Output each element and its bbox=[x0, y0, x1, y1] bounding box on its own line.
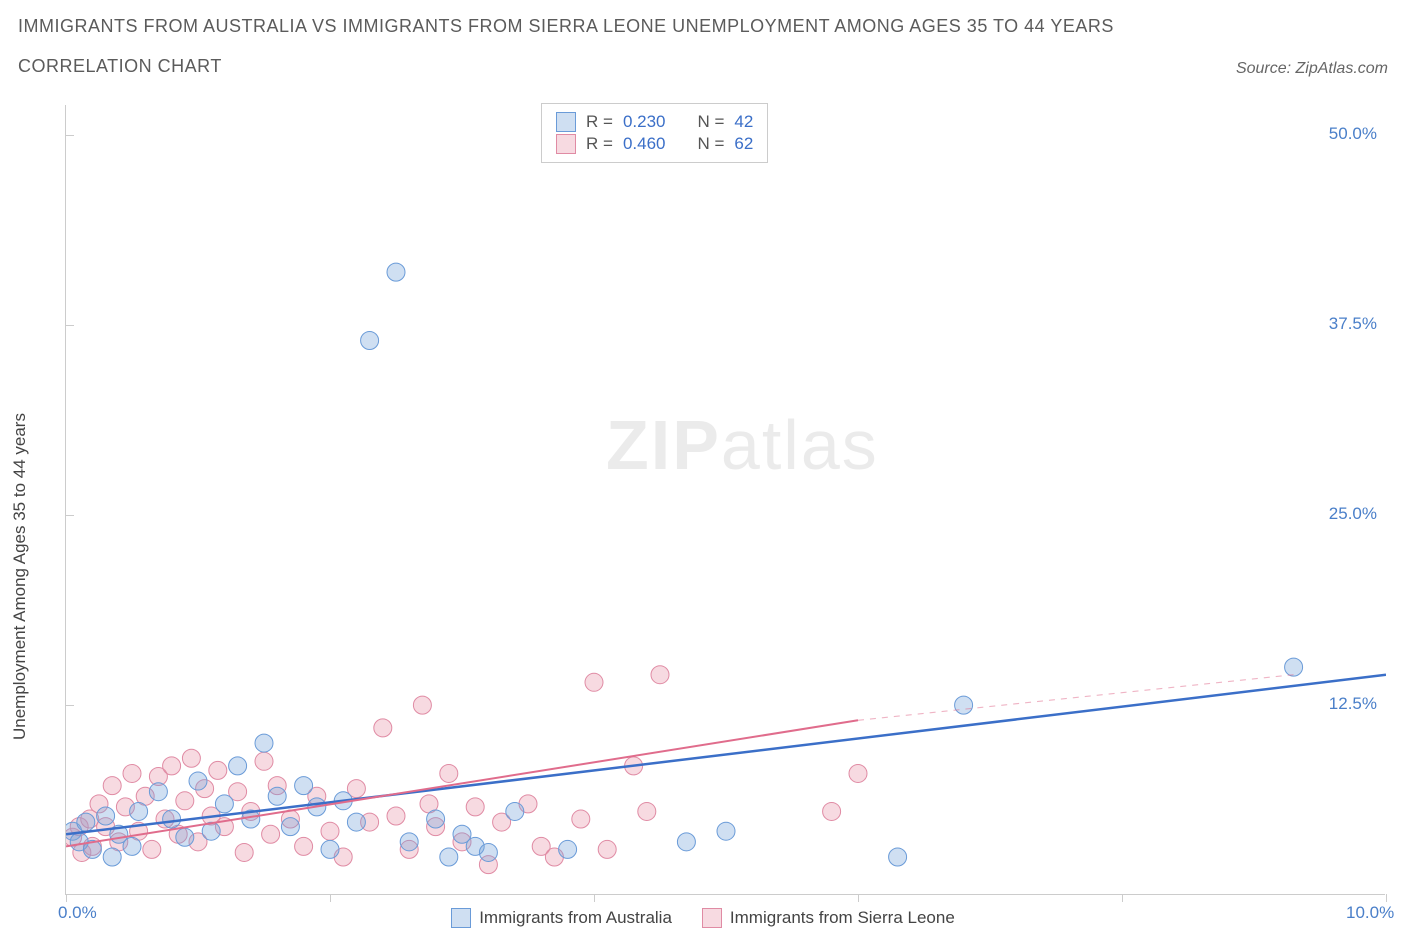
scatter-point bbox=[176, 828, 194, 846]
x-tick bbox=[1122, 894, 1123, 902]
scatter-point bbox=[268, 787, 286, 805]
legend-swatch bbox=[556, 134, 576, 154]
scatter-point bbox=[321, 840, 339, 858]
y-tick-label: 25.0% bbox=[1329, 504, 1377, 524]
scatter-point bbox=[295, 837, 313, 855]
legend-n-value: 62 bbox=[734, 134, 753, 154]
scatter-point bbox=[163, 810, 181, 828]
chart-title-line-2: CORRELATION CHART bbox=[18, 56, 222, 77]
y-tick bbox=[66, 325, 74, 326]
scatter-point bbox=[176, 792, 194, 810]
series-legend-item: Immigrants from Australia bbox=[451, 908, 672, 928]
scatter-point bbox=[440, 848, 458, 866]
scatter-point bbox=[321, 822, 339, 840]
scatter-point bbox=[182, 749, 200, 767]
series-legend: Immigrants from Australia Immigrants from… bbox=[0, 908, 1406, 928]
scatter-point bbox=[130, 802, 148, 820]
scatter-point bbox=[849, 764, 867, 782]
legend-swatch bbox=[556, 112, 576, 132]
y-axis-label: Unemployment Among Ages 35 to 44 years bbox=[10, 413, 30, 740]
stats-legend-row: R = 0.230 N = 42 bbox=[556, 112, 753, 132]
scatter-point bbox=[559, 840, 577, 858]
stats-legend: R = 0.230 N = 42 R = 0.460 N = 62 bbox=[541, 103, 768, 163]
series-legend-swatch bbox=[702, 908, 722, 928]
x-tick bbox=[858, 894, 859, 902]
scatter-point bbox=[229, 757, 247, 775]
scatter-point bbox=[97, 807, 115, 825]
scatter-point bbox=[823, 802, 841, 820]
scatter-point bbox=[103, 777, 121, 795]
scatter-point bbox=[143, 840, 161, 858]
scatter-point bbox=[585, 673, 603, 691]
scatter-point bbox=[235, 843, 253, 861]
scatter-svg bbox=[66, 105, 1386, 895]
scatter-point bbox=[123, 764, 141, 782]
stats-legend-row: R = 0.460 N = 62 bbox=[556, 134, 753, 154]
scatter-point bbox=[651, 666, 669, 684]
series-legend-label: Immigrants from Sierra Leone bbox=[730, 908, 955, 928]
scatter-point bbox=[149, 783, 167, 801]
scatter-point bbox=[262, 825, 280, 843]
series-legend-label: Immigrants from Australia bbox=[479, 908, 672, 928]
legend-n-prefix: N = bbox=[697, 134, 724, 154]
y-tick-label: 37.5% bbox=[1329, 314, 1377, 334]
y-tick-label: 50.0% bbox=[1329, 124, 1377, 144]
scatter-point bbox=[717, 822, 735, 840]
scatter-point bbox=[255, 752, 273, 770]
chart-plot-area: ZIPatlas R = 0.230N = 42R = 0.460N = 62 … bbox=[65, 105, 1385, 895]
scatter-point bbox=[255, 734, 273, 752]
scatter-point bbox=[103, 848, 121, 866]
scatter-point bbox=[347, 813, 365, 831]
legend-n-prefix: N = bbox=[697, 112, 724, 132]
scatter-point bbox=[466, 798, 484, 816]
y-tick bbox=[66, 705, 74, 706]
scatter-point bbox=[163, 757, 181, 775]
scatter-point bbox=[387, 263, 405, 281]
scatter-point bbox=[479, 843, 497, 861]
legend-r-prefix: R = bbox=[586, 134, 613, 154]
scatter-point bbox=[215, 795, 233, 813]
scatter-point bbox=[598, 840, 616, 858]
scatter-point bbox=[361, 331, 379, 349]
scatter-point bbox=[189, 772, 207, 790]
legend-r-prefix: R = bbox=[586, 112, 613, 132]
series-legend-item: Immigrants from Sierra Leone bbox=[702, 908, 955, 928]
scatter-point bbox=[427, 810, 445, 828]
scatter-point bbox=[295, 777, 313, 795]
x-tick bbox=[594, 894, 595, 902]
x-tick bbox=[66, 894, 67, 902]
scatter-point bbox=[440, 764, 458, 782]
y-tick-label: 12.5% bbox=[1329, 694, 1377, 714]
scatter-point bbox=[374, 719, 392, 737]
scatter-point bbox=[677, 833, 695, 851]
scatter-point bbox=[889, 848, 907, 866]
legend-r-value: 0.230 bbox=[623, 112, 666, 132]
scatter-point bbox=[77, 813, 95, 831]
scatter-point bbox=[506, 802, 524, 820]
scatter-point bbox=[1285, 658, 1303, 676]
scatter-point bbox=[413, 696, 431, 714]
scatter-point bbox=[638, 802, 656, 820]
y-tick bbox=[66, 515, 74, 516]
x-tick bbox=[330, 894, 331, 902]
y-tick bbox=[66, 135, 74, 136]
scatter-point bbox=[209, 761, 227, 779]
scatter-point bbox=[123, 837, 141, 855]
scatter-point bbox=[387, 807, 405, 825]
legend-n-value: 42 bbox=[734, 112, 753, 132]
scatter-point bbox=[572, 810, 590, 828]
scatter-point bbox=[955, 696, 973, 714]
chart-title-line-1: IMMIGRANTS FROM AUSTRALIA VS IMMIGRANTS … bbox=[18, 16, 1114, 37]
source-attribution: Source: ZipAtlas.com bbox=[1236, 60, 1388, 78]
scatter-point bbox=[400, 833, 418, 851]
legend-r-value: 0.460 bbox=[623, 134, 666, 154]
series-legend-swatch bbox=[451, 908, 471, 928]
scatter-point bbox=[281, 818, 299, 836]
x-tick bbox=[1386, 894, 1387, 902]
